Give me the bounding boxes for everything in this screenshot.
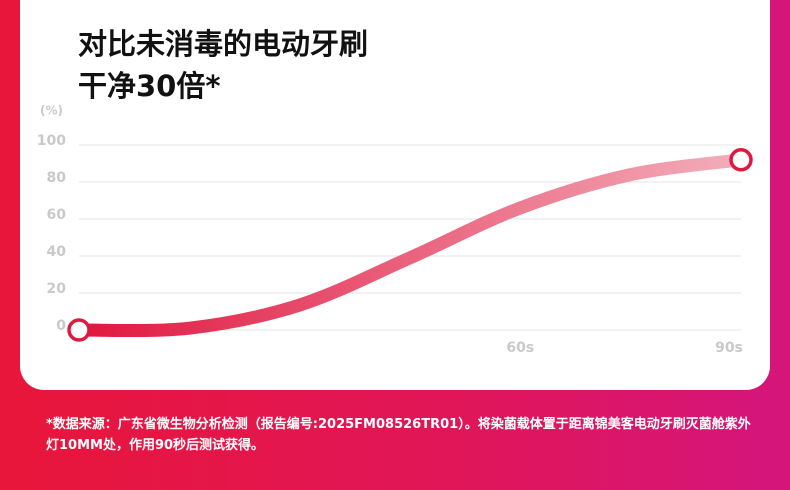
y-unit: (%)	[40, 104, 63, 118]
y-tick-label: 60	[47, 207, 67, 223]
footnote: *数据来源：广东省微生物分析检测（报告编号:2025FM08526TR01）。将…	[46, 417, 751, 453]
y-tick-label: 0	[56, 318, 66, 334]
x-tick-label: 60s	[506, 340, 534, 356]
line	[72, 153, 748, 338]
y-tick-label: 40	[47, 244, 67, 260]
y-tick-label: 20	[47, 281, 67, 297]
chart-title: 干净30倍*	[78, 69, 221, 103]
x-tick-label: 90s	[715, 340, 743, 356]
end-marker	[729, 148, 753, 172]
chart: 对比未消毒的电动牙刷 干净30倍* (%) 0 20 40 60 80 100 60s 90s	[37, 27, 753, 356]
end-marker	[67, 318, 91, 342]
y-tick-label: 80	[47, 170, 67, 186]
y-tick-label: 100	[37, 133, 66, 149]
chart-title: 对比未消毒的电动牙刷	[78, 27, 368, 61]
